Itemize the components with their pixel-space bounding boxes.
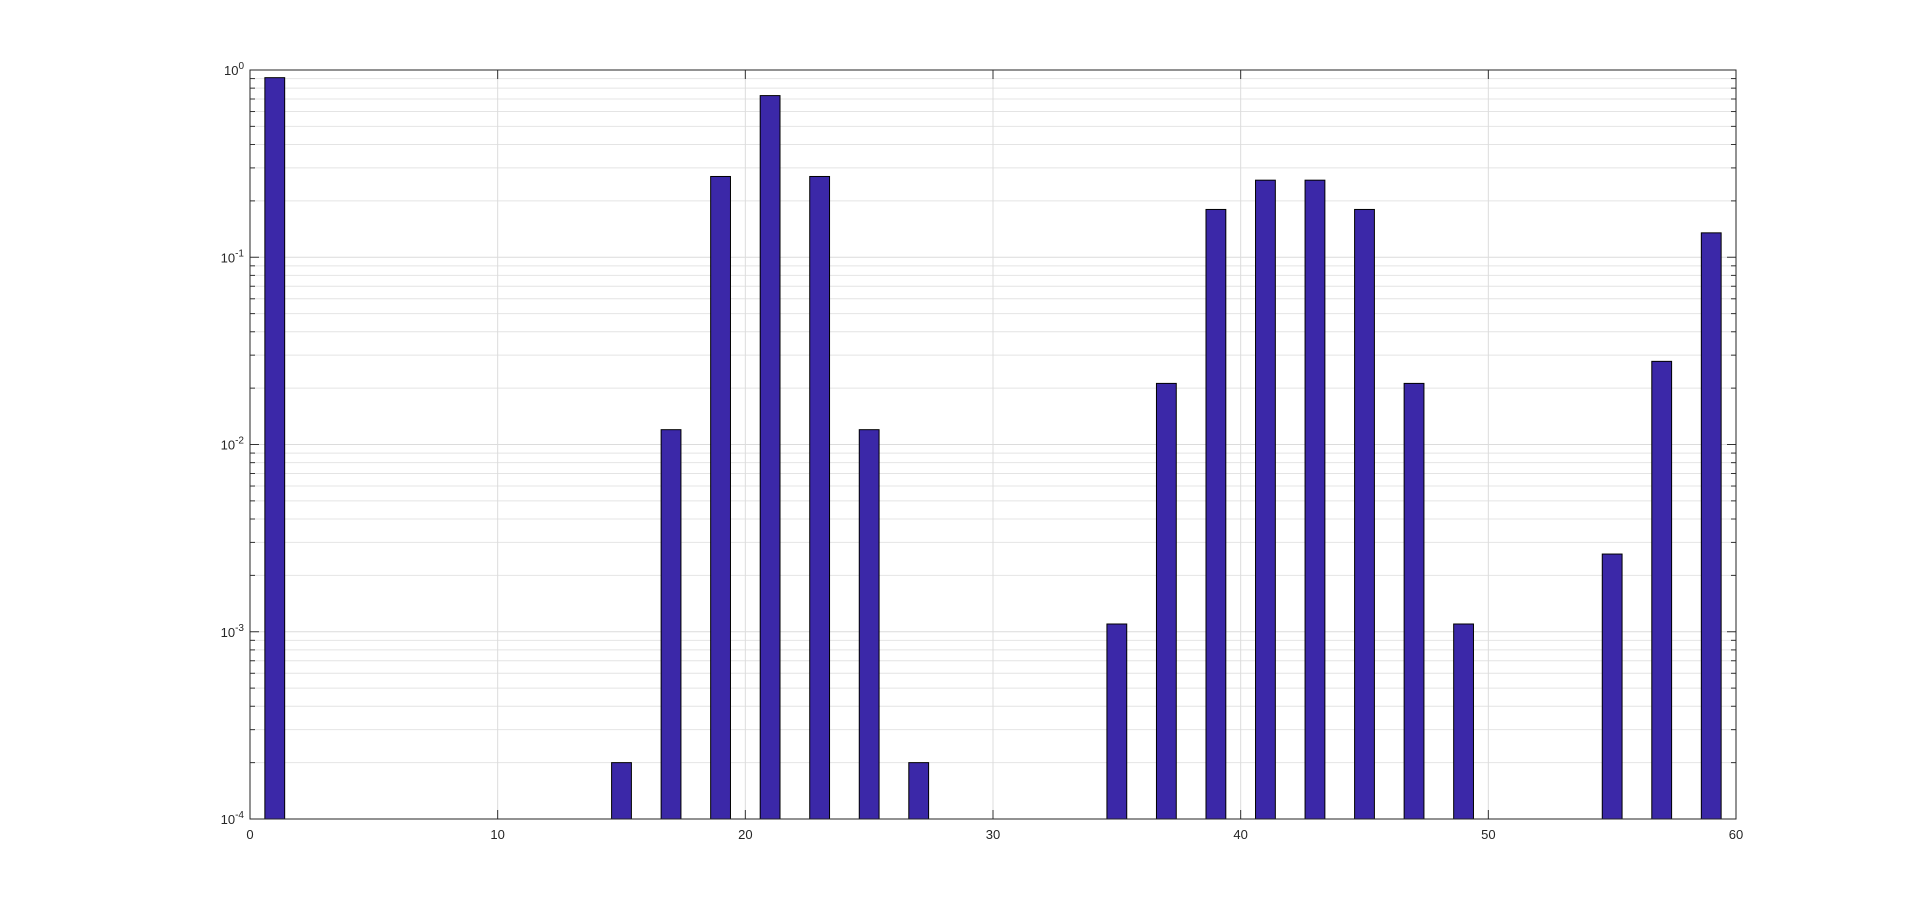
y-tick-exp: -3 <box>235 623 244 634</box>
y-tick-exp: -2 <box>235 436 244 447</box>
bar <box>1601 553 1623 820</box>
axes-box <box>249 69 1737 820</box>
bar <box>1700 232 1722 820</box>
y-tick-label: 10-2 <box>221 436 245 453</box>
x-tick-label: 0 <box>246 827 253 842</box>
bar <box>1453 623 1474 820</box>
bar <box>660 429 682 820</box>
bar <box>1403 382 1425 820</box>
bar <box>710 175 731 820</box>
bar <box>611 762 632 820</box>
bar <box>1106 623 1128 820</box>
x-tick-label: 40 <box>1233 827 1247 842</box>
y-tick-base: 10 <box>221 812 235 827</box>
y-tick-label: 100 <box>224 61 244 78</box>
y-tick-label: 10-4 <box>221 810 245 827</box>
y-tick-base: 10 <box>221 625 235 640</box>
y-tick-label: 10-1 <box>221 248 245 265</box>
bar <box>1255 179 1276 820</box>
x-tick-label: 10 <box>490 827 504 842</box>
x-tick-label: 20 <box>738 827 752 842</box>
bar <box>759 95 781 820</box>
x-tick-label: 50 <box>1481 827 1495 842</box>
bar <box>1205 208 1227 820</box>
bar <box>908 762 930 820</box>
bar <box>858 429 880 820</box>
y-tick-exp: -4 <box>235 810 244 821</box>
y-tick-base: 10 <box>224 63 238 78</box>
y-tick-exp: 0 <box>238 61 244 72</box>
y-tick-base: 10 <box>221 438 235 453</box>
bar <box>1651 360 1673 820</box>
y-tick-base: 10 <box>221 250 235 265</box>
bar <box>1304 179 1326 820</box>
x-tick-label: 60 <box>1729 827 1743 842</box>
x-tick-label: 30 <box>986 827 1000 842</box>
bar <box>1354 208 1375 820</box>
bar <box>809 175 831 820</box>
y-tick-exp: -1 <box>235 248 244 259</box>
bar <box>1155 382 1177 820</box>
y-tick-label: 10-3 <box>221 623 245 640</box>
bar <box>264 77 286 820</box>
